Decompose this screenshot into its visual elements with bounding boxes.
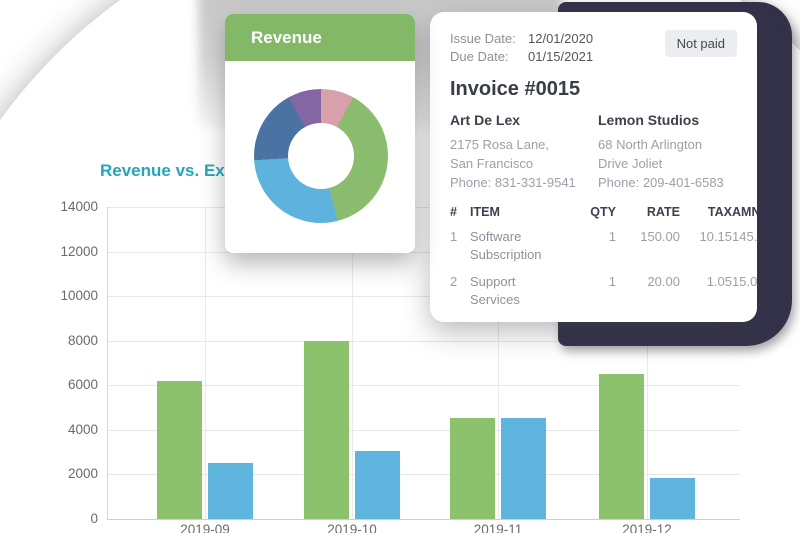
col-header-qty: QTY: [590, 205, 616, 219]
bar-green-2019-09: [157, 380, 202, 519]
col-header-tax: TAX: [707, 205, 732, 219]
revenue-card-title: Revenue: [251, 27, 322, 47]
invoice-table: # ITEM QTY RATE TAX AMNT 1 Software Subsc…: [450, 205, 757, 309]
invoice-dates: Issue Date: 12/01/2020 Due Date: 01/15/202…: [450, 30, 593, 66]
y-axis-label: 12000: [60, 243, 98, 259]
x-axis-label: 2019-11: [473, 522, 523, 533]
invoice-table-body: 1 Software Subscription 1 150.00 10.15145.00…: [450, 228, 757, 309]
gridline-y-0: [107, 519, 740, 520]
from-name: Art De Lex: [450, 112, 521, 128]
bar-blue-2019-10: [355, 451, 400, 519]
y-axis-label: 6000: [67, 377, 98, 393]
table-cell: 1: [608, 229, 616, 244]
invoice-to: Lemon Studios 68 North Arlington Drive J…: [598, 112, 737, 192]
bar-blue-2019-11: [501, 417, 546, 519]
invoice-card: Issue Date: 12/01/2020 Due Date: 01/15/202…: [430, 12, 757, 322]
x-axis-label: 2019-09: [180, 522, 230, 533]
revenue-card-header: Revenue: [225, 14, 415, 61]
y-axis-label: 14000: [60, 199, 98, 214]
table-cell: 1.05: [706, 274, 732, 289]
to-address-line: Drive Joliet: [598, 156, 663, 171]
gridline-x-2019-11: [498, 207, 499, 519]
invoice-table-header: # ITEM QTY RATE TAX AMNT: [450, 205, 757, 219]
table-cell: 150.00: [640, 229, 680, 244]
to-phone: Phone: 209-401-6583: [598, 175, 724, 190]
x-axis-label: 2019-12: [622, 522, 672, 533]
from-phone: Phone: 831-331-9541: [450, 175, 576, 190]
gridline-y-8000: [107, 340, 740, 342]
bar-blue-2019-12: [650, 477, 695, 519]
y-axis-label: 8000: [67, 332, 98, 348]
y-axis-label: 0: [90, 511, 98, 526]
invoice-title: Invoice #0015: [450, 78, 581, 100]
col-header-item: ITEM: [470, 205, 500, 219]
gridline-y-10000: [107, 296, 740, 298]
invoice-header-row: Issue Date: 12/01/2020 Due Date: 01/15/202…: [450, 30, 737, 66]
table-cell: 1: [608, 274, 616, 289]
table-cell: 20.00: [647, 274, 680, 289]
y-axis-label: 2000: [67, 466, 98, 482]
bar-green-2019-10: [304, 340, 349, 519]
y-axis-label: 4000: [67, 421, 98, 437]
bar-green-2019-11: [450, 417, 495, 519]
status-badge: Not paid: [664, 30, 737, 57]
issue-date-value: 12/01/2020: [528, 31, 594, 46]
gridline-x-2019-10: [352, 207, 353, 519]
chart-title: Revenue vs. Exp: [100, 161, 236, 180]
due-date-value: 01/15/2021: [528, 49, 594, 64]
to-address-line: 68 North Arlington: [598, 137, 703, 152]
y-axis-label: 10000: [60, 288, 98, 304]
gridline-x-2019-09: [205, 207, 206, 519]
gridline-y-2000: [107, 474, 740, 476]
bar-green-2019-12: [599, 374, 644, 519]
issue-date-line: Issue Date: 12/01/2020: [450, 30, 593, 48]
from-address-line: 2175 Rosa Lane,: [450, 137, 550, 152]
bar-blue-2019-09: [208, 463, 253, 519]
col-header-rate: RATE: [646, 205, 680, 219]
issue-date-label: Issue Date:: [450, 31, 516, 46]
gridline-y-14000: [107, 207, 740, 208]
table-cell: Support Services: [470, 274, 520, 307]
gridline-x-2019-12: [647, 207, 648, 519]
donut-chart: [254, 89, 388, 223]
due-date-line: Due Date: 01/15/2021: [450, 48, 593, 66]
table-cell: 1: [450, 229, 458, 244]
col-header-amnt: AMNT: [732, 205, 757, 219]
gridline-y-6000: [107, 385, 740, 387]
table-cell: 15.00: [732, 274, 757, 289]
gridline-y-12000: [107, 251, 740, 253]
donut-hole: [288, 123, 354, 189]
invoice-from: Art De Lex 2175 Rosa Lane, San Francisco…: [450, 112, 598, 192]
table-cell: 2: [450, 274, 458, 289]
table-cell: Software Subscription: [470, 229, 542, 262]
gridline-y-4000: [107, 429, 740, 431]
due-date-label: Due Date:: [450, 49, 509, 64]
revenue-donut-card: Revenue: [225, 14, 415, 253]
y-axis-line: [107, 207, 108, 519]
table-cell: 10.15: [699, 229, 732, 244]
from-address-line: San Francisco: [450, 156, 534, 171]
invoice-parties: Art De Lex 2175 Rosa Lane, San Francisco…: [450, 112, 737, 192]
x-axis-label: 2019-10: [327, 522, 377, 533]
col-header-number: #: [450, 205, 457, 219]
table-cell: 145.00: [732, 229, 757, 244]
to-name: Lemon Studios: [598, 112, 700, 128]
